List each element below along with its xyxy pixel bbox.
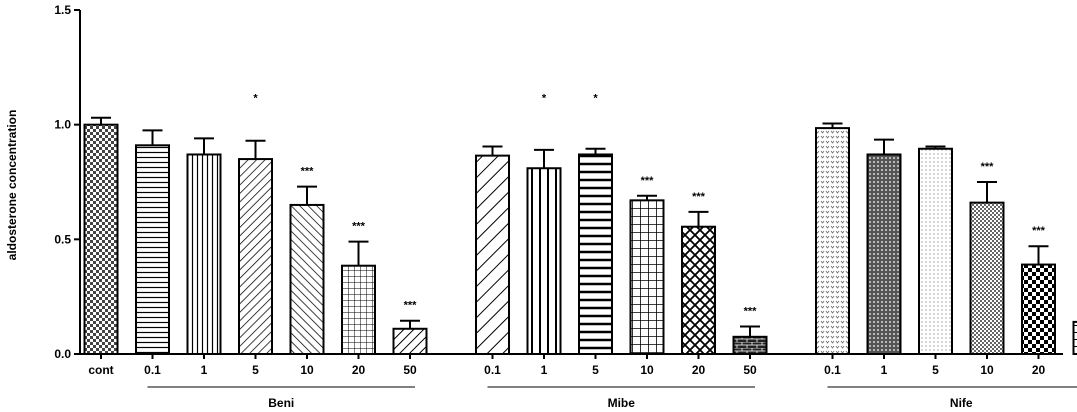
x-tick-label: 1: [881, 363, 888, 377]
significance-label: ***: [981, 161, 995, 173]
significance-label: ***: [301, 166, 315, 178]
significance-label: ***: [404, 300, 418, 312]
significance-label: ***: [692, 191, 706, 203]
group-label: Beni: [268, 396, 294, 410]
y-axis-title: aldosterone concentration: [5, 110, 19, 261]
x-tick-label: 50: [403, 363, 417, 377]
bar: [732, 335, 768, 355]
significance-label: ***: [641, 175, 655, 187]
x-tick-label: 20: [692, 363, 706, 377]
bar: [1072, 320, 1077, 356]
labels-layer: cont 0.1 1 5 * 10 *** 20 *** 50 *** 0.1 1 * 5 * 10 *** 20 *…: [88, 93, 1077, 410]
x-tick-label: 20: [1032, 363, 1046, 377]
x-tick-label: 1: [541, 363, 548, 377]
significance-label: ***: [352, 221, 366, 233]
significance-label: *: [593, 93, 598, 105]
bar: [526, 167, 562, 355]
bar: [238, 158, 273, 355]
x-tick-label: 5: [592, 363, 599, 377]
bar: [681, 225, 716, 355]
x-tick-label: 50: [743, 363, 757, 377]
bar: [341, 264, 376, 355]
x-tick-label: 0.1: [144, 363, 161, 377]
significance-label: *: [542, 93, 547, 105]
bar: [578, 153, 613, 355]
bar: [289, 203, 325, 355]
bars-layer: [83, 116, 1077, 356]
x-tick-label: 5: [252, 363, 259, 377]
bar: [918, 147, 953, 355]
significance-label: *: [253, 93, 258, 105]
y-tick-label: 0.0: [54, 347, 71, 361]
group-label: Mibe: [608, 396, 636, 410]
x-tick-label: 5: [932, 363, 939, 377]
y-tick-label: 0.5: [54, 232, 71, 246]
significance-label: ***: [1032, 225, 1046, 237]
bar: [629, 199, 665, 355]
x-tick-label: 0.1: [824, 363, 841, 377]
x-tick-label: 10: [980, 363, 994, 377]
bar: [969, 201, 1005, 355]
significance-label: ***: [744, 305, 758, 317]
bar: [83, 123, 119, 355]
y-tick-label: 1.0: [54, 118, 71, 132]
x-tick-label: 10: [300, 363, 314, 377]
x-tick-label: 0.1: [484, 363, 501, 377]
bar: [186, 153, 222, 355]
x-tick-label: 1: [201, 363, 208, 377]
bar: [475, 154, 510, 355]
y-axis: 0.0 0.5 1.0 1.5: [54, 3, 81, 361]
y-tick-label: 1.5: [54, 3, 71, 17]
bar: [1021, 263, 1056, 355]
group-label: Nife: [950, 396, 973, 410]
x-tick-label: 20: [352, 363, 366, 377]
bar: [815, 127, 850, 355]
bar: [135, 144, 170, 355]
bar: [866, 153, 902, 355]
bar: [392, 327, 428, 356]
x-tick-label: cont: [88, 363, 113, 377]
x-tick-label: 10: [640, 363, 654, 377]
